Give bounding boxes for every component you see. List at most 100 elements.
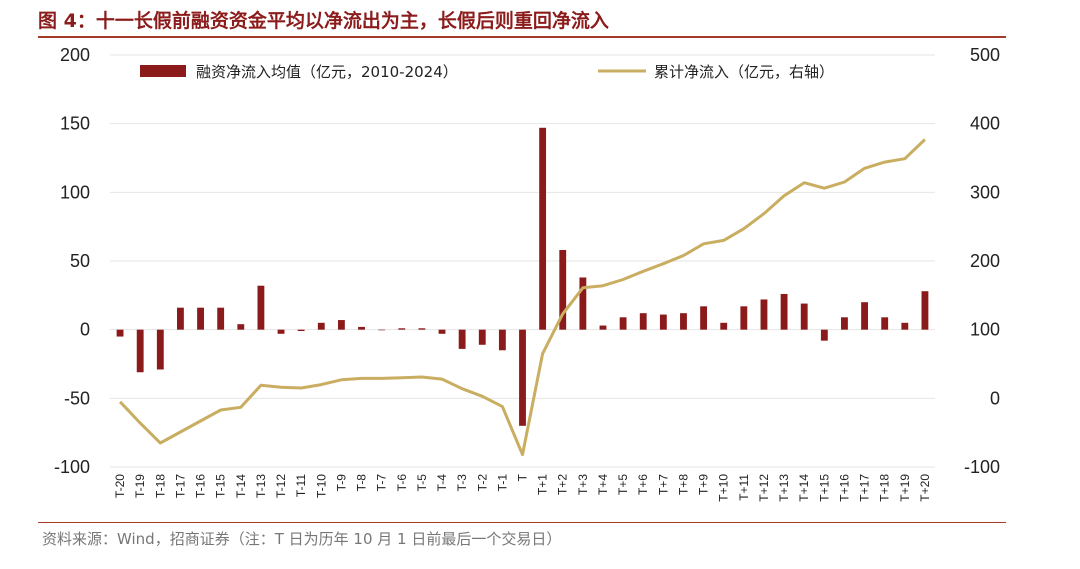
left-tick-label: 150	[60, 114, 90, 134]
x-tick-label: T+16	[837, 474, 851, 502]
x-tick-label: T-17	[173, 474, 187, 498]
x-tick-label: T+1	[536, 474, 550, 495]
x-tick-label: T+2	[556, 474, 570, 495]
bar	[337, 320, 345, 330]
x-tick-label: T+14	[797, 474, 811, 502]
x-tick-label: T-10	[314, 474, 328, 498]
bar	[700, 306, 708, 330]
bar	[317, 322, 325, 330]
left-tick-label: 50	[70, 251, 90, 271]
bar	[780, 293, 788, 330]
right-tick-label: 200	[970, 251, 1000, 271]
left-tick-label: 100	[60, 182, 90, 202]
x-tick-label: T+7	[656, 474, 670, 495]
title-rule	[38, 36, 1006, 38]
right-tick-label: 400	[970, 114, 1000, 134]
x-tick-label: T+15	[817, 474, 831, 502]
bar	[378, 329, 386, 331]
bar	[559, 250, 567, 330]
right-axis-ticks: -100 0 100 200 300 400 500	[964, 45, 1000, 477]
bar	[639, 313, 647, 330]
bar	[136, 329, 144, 373]
bar	[277, 329, 285, 334]
bar	[881, 317, 889, 330]
bar	[478, 329, 486, 345]
bar	[519, 329, 526, 426]
bar	[297, 329, 305, 332]
x-tick-label: T-5	[415, 474, 429, 492]
x-tick-label: T-6	[395, 474, 409, 492]
x-tick-label: T-1	[495, 474, 509, 492]
bar	[237, 324, 245, 330]
x-tick-label: T-11	[294, 474, 308, 497]
bar	[458, 329, 466, 349]
cumulative-line	[119, 138, 926, 457]
x-tick-label: T-12	[274, 474, 288, 498]
x-axis-ticks: T-20 T-19 T-18 T-17 T-16 T-15 T-14 T-13 T-12 T-11…	[113, 473, 932, 501]
bar	[619, 317, 627, 330]
bar	[760, 299, 768, 330]
left-tick-label: 200	[60, 45, 90, 65]
source-rule	[38, 522, 1006, 523]
x-tick-label: T+9	[697, 474, 711, 495]
bar	[720, 322, 728, 330]
legend-bar-swatch	[140, 65, 186, 77]
bar	[116, 329, 124, 337]
x-tick-label: T-8	[355, 474, 369, 492]
x-tick-label: T+18	[878, 474, 892, 502]
bar	[197, 307, 204, 330]
bar	[579, 277, 587, 330]
bar	[438, 329, 446, 334]
x-tick-label: T-9	[334, 474, 348, 492]
x-tick-label: T	[516, 473, 530, 481]
x-tick-label: T+12	[757, 474, 771, 502]
left-tick-label: -50	[64, 388, 90, 408]
x-tick-label: T-2	[475, 474, 489, 492]
left-tick-label: -100	[54, 457, 90, 477]
line-series	[119, 138, 926, 457]
bar	[921, 291, 929, 330]
bar	[740, 306, 748, 330]
left-axis-ticks: -100 -50 0 50 100 150 200	[54, 45, 90, 477]
x-tick-label: T-7	[375, 474, 389, 492]
x-tick-label: T-20	[113, 474, 127, 498]
x-tick-label: T-13	[254, 474, 268, 498]
x-tick-label: T-19	[133, 474, 147, 498]
bar-series	[116, 127, 929, 426]
bar	[217, 307, 225, 330]
x-tick-label: T-16	[194, 474, 208, 498]
bar	[358, 326, 365, 330]
bar	[398, 328, 406, 330]
x-tick-label: T+19	[898, 474, 912, 502]
x-tick-label: T-15	[214, 474, 228, 498]
x-tick-label: T+13	[777, 474, 791, 502]
bar	[599, 325, 607, 330]
x-tick-label: T+6	[636, 474, 650, 495]
x-tick-label: T+11	[737, 474, 751, 501]
legend-bar-label: 融资净流入均值（亿元，2010-2024）	[196, 63, 458, 81]
right-tick-label: 0	[990, 388, 1000, 408]
bar	[539, 127, 547, 330]
bar	[820, 329, 828, 341]
bar	[498, 329, 506, 351]
right-tick-label: 300	[970, 182, 1000, 202]
x-tick-label: T+5	[616, 474, 630, 495]
legend: 融资净流入均值（亿元，2010-2024） 累计净流入（亿元，右轴）	[140, 63, 834, 81]
x-tick-label: T+10	[717, 474, 731, 502]
bar	[680, 313, 687, 330]
bar	[901, 322, 909, 330]
bar	[156, 329, 164, 370]
x-tick-label: T+17	[858, 474, 872, 502]
right-tick-label: 100	[970, 320, 1000, 340]
left-tick-label: 0	[80, 320, 90, 340]
x-tick-label: T+8	[676, 474, 690, 495]
x-tick-label: T+3	[576, 474, 590, 495]
source-note: 资料来源：Wind，招商证券（注：T 日为历年 10 月 1 日前最后一个交易日…	[42, 530, 562, 548]
x-tick-label: T-14	[234, 474, 248, 498]
bar	[800, 303, 808, 330]
right-tick-label: 500	[970, 45, 1000, 65]
bar	[861, 302, 868, 330]
x-tick-label: T+4	[596, 474, 610, 495]
bar	[177, 307, 184, 330]
bar	[257, 285, 265, 330]
